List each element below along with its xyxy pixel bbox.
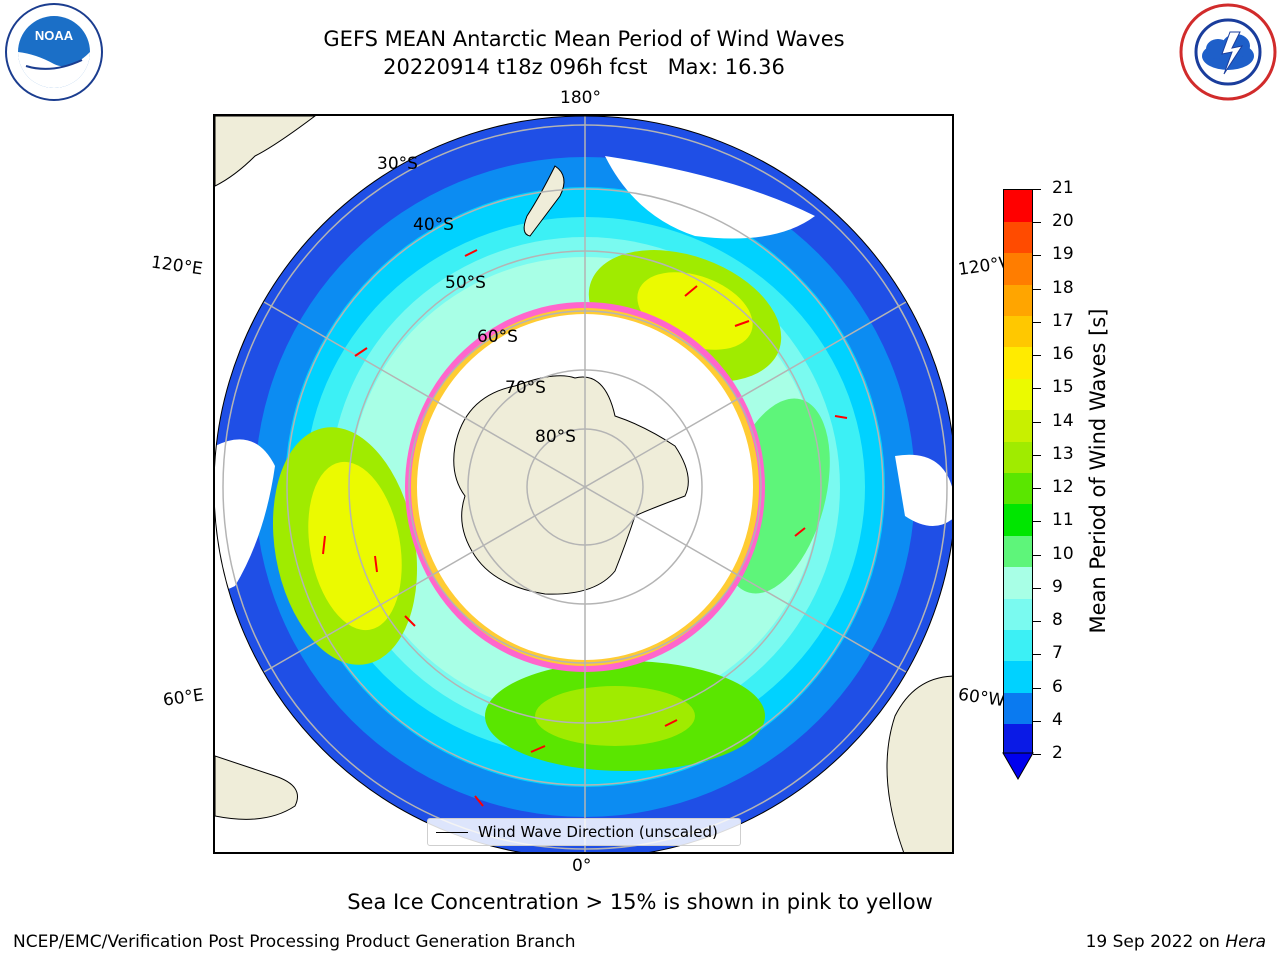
colorbar-tick <box>1033 355 1041 357</box>
colorbar-tick <box>1033 189 1041 190</box>
land-australia-corner <box>215 116 316 187</box>
land-africa-corner <box>215 755 298 820</box>
colorbar-tick <box>1033 720 1041 722</box>
nws-logo-icon <box>1179 3 1277 101</box>
chart-subtitle: 20220914 t18z 096h fcst Max: 16.36 <box>383 55 785 79</box>
colorbar-tick <box>1033 587 1041 589</box>
colorbar-segment <box>1004 723 1032 756</box>
colorbar-tick-label: 9 <box>1052 576 1063 597</box>
credit-branch: NCEP/EMC/Verification Post Processing Pr… <box>13 932 576 952</box>
colorbar-tick <box>1033 521 1041 523</box>
colorbar-segment <box>1004 346 1032 379</box>
svg-text:NOAA: NOAA <box>35 28 74 43</box>
colorbar-tick-label: 18 <box>1052 277 1074 298</box>
colorbar-tick-label: 21 <box>1052 178 1074 198</box>
legend-label: Wind Wave Direction (unscaled) <box>478 823 718 841</box>
colorbar-tick-label: 13 <box>1052 443 1074 464</box>
colorbar-tick <box>1033 554 1041 556</box>
credit-date: 19 Sep 2022 on Hera <box>1086 932 1266 952</box>
wind-wave-arrows <box>322 249 848 807</box>
land-south-america-corner <box>886 675 952 852</box>
colorbar-tick-label: 8 <box>1052 610 1063 631</box>
colorbar-tick <box>1033 687 1041 689</box>
colorbar-tick-label: 12 <box>1052 477 1074 498</box>
sea-ice-note: Sea Ice Concentration > 15% is shown in … <box>347 890 933 914</box>
colorbar-tick-label: 6 <box>1052 676 1063 697</box>
map-canvas: 30°S 40°S 50°S 60°S 70°S 80°S <box>215 116 952 852</box>
lon-label-60w: 60°W <box>956 684 1007 712</box>
credit-date-text: 19 Sep 2022 on <box>1085 932 1226 952</box>
colorbar-tick-label: 14 <box>1052 410 1074 431</box>
colorbar-segment <box>1004 315 1032 348</box>
colorbar-tick <box>1033 321 1041 323</box>
noaa-logo-icon: NOAA <box>5 3 103 101</box>
colorbar-segment <box>1004 503 1032 536</box>
colorbar-segment <box>1004 629 1032 662</box>
land-antarctica <box>453 375 689 595</box>
colorbar-tick <box>1033 288 1041 290</box>
colorbar-tick-label: 16 <box>1052 344 1074 365</box>
lat-label-60s: 60°S <box>477 327 518 347</box>
colorbar-segment <box>1004 441 1032 473</box>
colorbar <box>1002 189 1034 781</box>
colorbar-segment <box>1004 535 1032 568</box>
colorbar-tick-label: 11 <box>1052 510 1074 531</box>
colorbar-tick-label: 2 <box>1052 743 1063 763</box>
polar-map: 30°S 40°S 50°S 60°S 70°S 80°S <box>213 114 954 854</box>
lat-label-70s: 70°S <box>505 378 546 398</box>
colorbar-tick-label: 10 <box>1052 543 1074 564</box>
colorbar-tick-label: 7 <box>1052 643 1063 664</box>
lat-label-50s: 50°S <box>445 273 486 293</box>
colorbar-tick <box>1033 454 1041 456</box>
colorbar-segment <box>1004 190 1032 222</box>
colorbar-tick-label: 17 <box>1052 310 1074 331</box>
lon-label-0: 0° <box>572 856 592 876</box>
colorbar-title: Mean Period of Wind Waves [s] <box>1086 308 1110 634</box>
colorbar-tick <box>1033 488 1041 490</box>
lon-label-120e: 120°E <box>149 252 204 280</box>
colorbar-segment <box>1004 566 1032 599</box>
noaa-logo: NOAA <box>4 2 104 102</box>
colorbar-segment <box>1004 252 1032 285</box>
lat-label-40s: 40°S <box>413 215 454 235</box>
credit-host: Hera <box>1225 932 1266 952</box>
colorbar-tick <box>1033 621 1041 623</box>
lon-label-60e: 60°E <box>161 685 206 711</box>
colorbar-tick-label: 19 <box>1052 244 1074 265</box>
lat-label-80s: 80°S <box>535 427 576 447</box>
colorbar-tick <box>1033 654 1041 656</box>
colorbar-segment <box>1004 221 1032 254</box>
colorbar-segment <box>1004 409 1032 442</box>
graticule <box>222 116 948 852</box>
chart-title: GEFS MEAN Antarctic Mean Period of Wind … <box>323 27 845 51</box>
colorbar-tick-label: 20 <box>1052 211 1074 232</box>
colorbar-tick-label: 4 <box>1052 709 1063 730</box>
nws-logo <box>1178 2 1278 102</box>
lat-label-30s: 30°S <box>377 154 418 174</box>
colorbar-segment <box>1004 598 1032 630</box>
colorbar-segment <box>1004 660 1032 693</box>
map-legend: Wind Wave Direction (unscaled) <box>427 818 741 846</box>
colorbar-tick <box>1033 255 1041 257</box>
colorbar-extend-triangle <box>1002 752 1034 781</box>
lon-label-180: 180° <box>560 88 601 108</box>
colorbar-tick <box>1033 388 1041 390</box>
colorbar-tick <box>1033 222 1041 224</box>
colorbar-segment <box>1004 472 1032 505</box>
colorbar-tick-label: 15 <box>1052 377 1074 398</box>
colorbar-segment <box>1004 284 1032 317</box>
land-new-zealand <box>523 165 565 237</box>
colorbar-tick <box>1033 421 1041 423</box>
colorbar-segments <box>1004 190 1032 756</box>
colorbar-segment <box>1004 378 1032 411</box>
legend-line-swatch <box>436 832 468 833</box>
colorbar-segment <box>1004 692 1032 725</box>
colorbar-tick <box>1033 754 1041 755</box>
